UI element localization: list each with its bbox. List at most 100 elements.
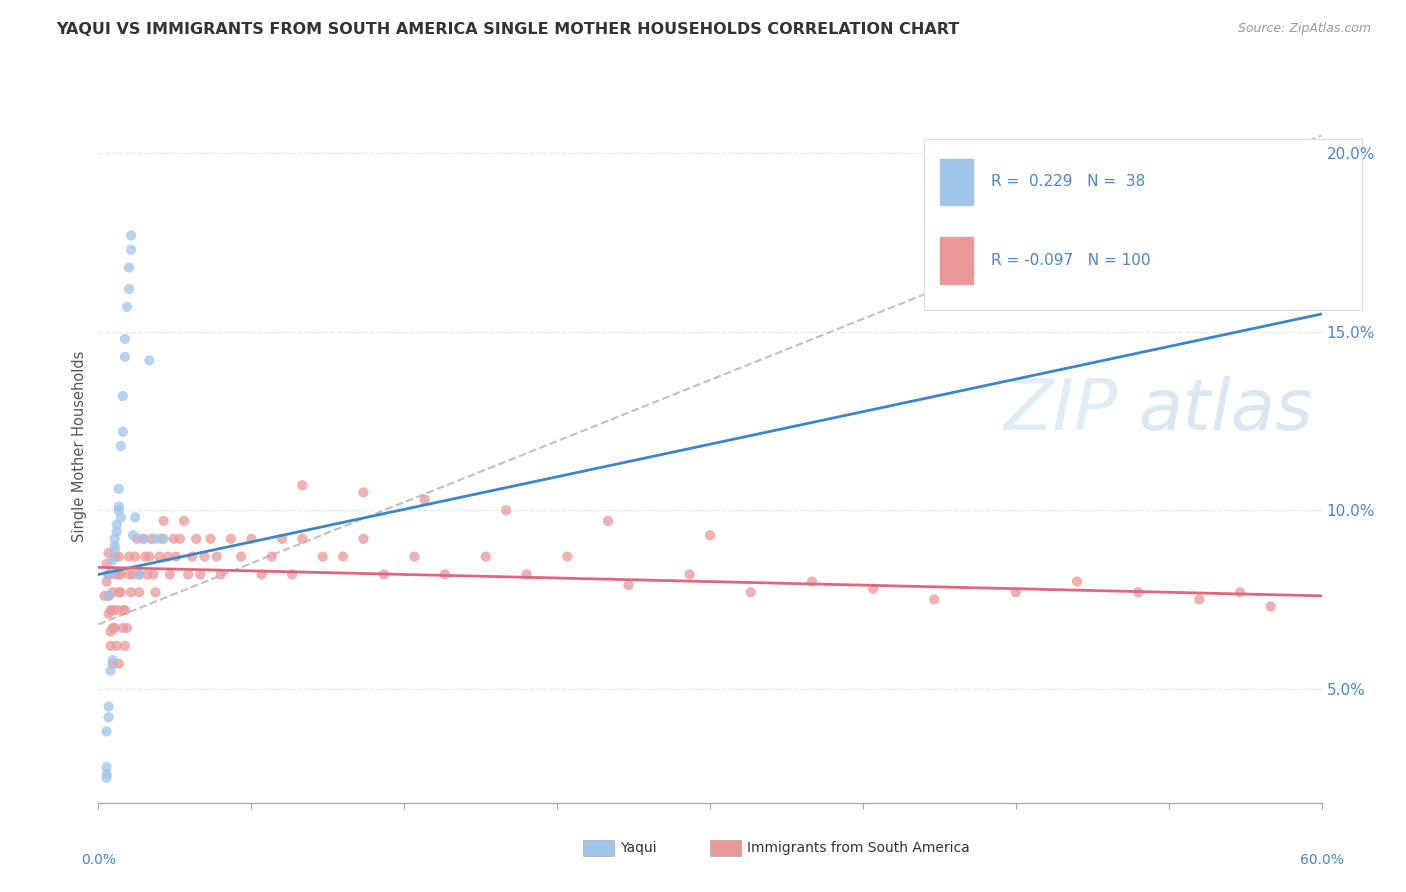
Point — [101, 564, 124, 578]
Point — [104, 539, 127, 553]
Point — [1004, 585, 1026, 599]
Point — [100, 603, 122, 617]
Point — [1066, 574, 1088, 589]
Point — [101, 553, 124, 567]
Point — [96, 557, 118, 571]
Point — [110, 567, 132, 582]
Point — [173, 514, 195, 528]
Point — [169, 532, 191, 546]
Point — [136, 567, 159, 582]
Point — [177, 567, 200, 582]
Point — [127, 532, 149, 546]
Text: 60.0%: 60.0% — [1299, 853, 1344, 867]
Point — [128, 567, 150, 582]
Point — [105, 639, 128, 653]
Point — [181, 549, 204, 564]
Point — [352, 532, 374, 546]
Text: atlas: atlas — [1139, 376, 1313, 445]
Bar — [941, 159, 973, 205]
Point — [205, 549, 228, 564]
Point — [108, 657, 131, 671]
Point — [96, 724, 118, 739]
Point — [679, 567, 702, 582]
Point — [1229, 585, 1251, 599]
Point — [93, 589, 115, 603]
Point — [138, 353, 160, 368]
Point — [159, 567, 181, 582]
Point — [281, 567, 304, 582]
FancyBboxPatch shape — [924, 139, 1362, 310]
Point — [104, 549, 127, 564]
Point — [434, 567, 457, 582]
Point — [219, 532, 242, 546]
Point — [111, 425, 134, 439]
Point — [97, 567, 120, 582]
Point — [100, 639, 122, 653]
Point — [250, 567, 273, 582]
Point — [114, 332, 136, 346]
Point — [312, 549, 335, 564]
Point — [104, 542, 127, 557]
Text: Immigrants from South America: Immigrants from South America — [747, 841, 969, 855]
Point — [862, 582, 884, 596]
Point — [110, 585, 132, 599]
Point — [96, 760, 118, 774]
Point — [495, 503, 517, 517]
Point — [373, 567, 395, 582]
Point — [200, 532, 222, 546]
Point — [111, 389, 134, 403]
Point — [740, 585, 762, 599]
Point — [150, 532, 173, 546]
Point — [111, 603, 134, 617]
Point — [108, 503, 131, 517]
Point — [404, 549, 426, 564]
Point — [122, 567, 145, 582]
Point — [922, 592, 945, 607]
Point — [186, 532, 208, 546]
Point — [118, 549, 141, 564]
Point — [352, 485, 374, 500]
Point — [108, 567, 131, 582]
Point — [474, 549, 498, 564]
Point — [118, 260, 141, 275]
Point — [105, 524, 128, 539]
Point — [108, 549, 131, 564]
Point — [124, 549, 146, 564]
Point — [152, 514, 174, 528]
Point — [1128, 585, 1150, 599]
Point — [165, 549, 187, 564]
Point — [101, 603, 124, 617]
Point — [120, 228, 142, 243]
Point — [128, 567, 150, 582]
Point — [101, 621, 124, 635]
Point — [516, 567, 538, 582]
Point — [193, 549, 215, 564]
Point — [115, 621, 138, 635]
Point — [120, 243, 142, 257]
Point — [100, 664, 122, 678]
Point — [145, 585, 167, 599]
Point — [110, 439, 132, 453]
Point — [122, 528, 145, 542]
Point — [105, 603, 128, 617]
Point — [110, 510, 132, 524]
Bar — [941, 237, 973, 284]
Point — [100, 624, 122, 639]
Point — [240, 532, 263, 546]
Point — [332, 549, 354, 564]
Point — [142, 567, 165, 582]
Point — [120, 585, 142, 599]
Point — [114, 639, 136, 653]
Point — [97, 607, 120, 621]
Point — [108, 482, 131, 496]
Point — [105, 517, 128, 532]
Point — [141, 532, 163, 546]
Point — [104, 621, 127, 635]
Point — [118, 282, 141, 296]
Text: ZIP: ZIP — [1004, 376, 1118, 445]
Point — [132, 532, 155, 546]
Text: Source: ZipAtlas.com: Source: ZipAtlas.com — [1237, 22, 1371, 36]
Point — [145, 532, 167, 546]
Point — [108, 585, 131, 599]
Point — [413, 492, 436, 507]
